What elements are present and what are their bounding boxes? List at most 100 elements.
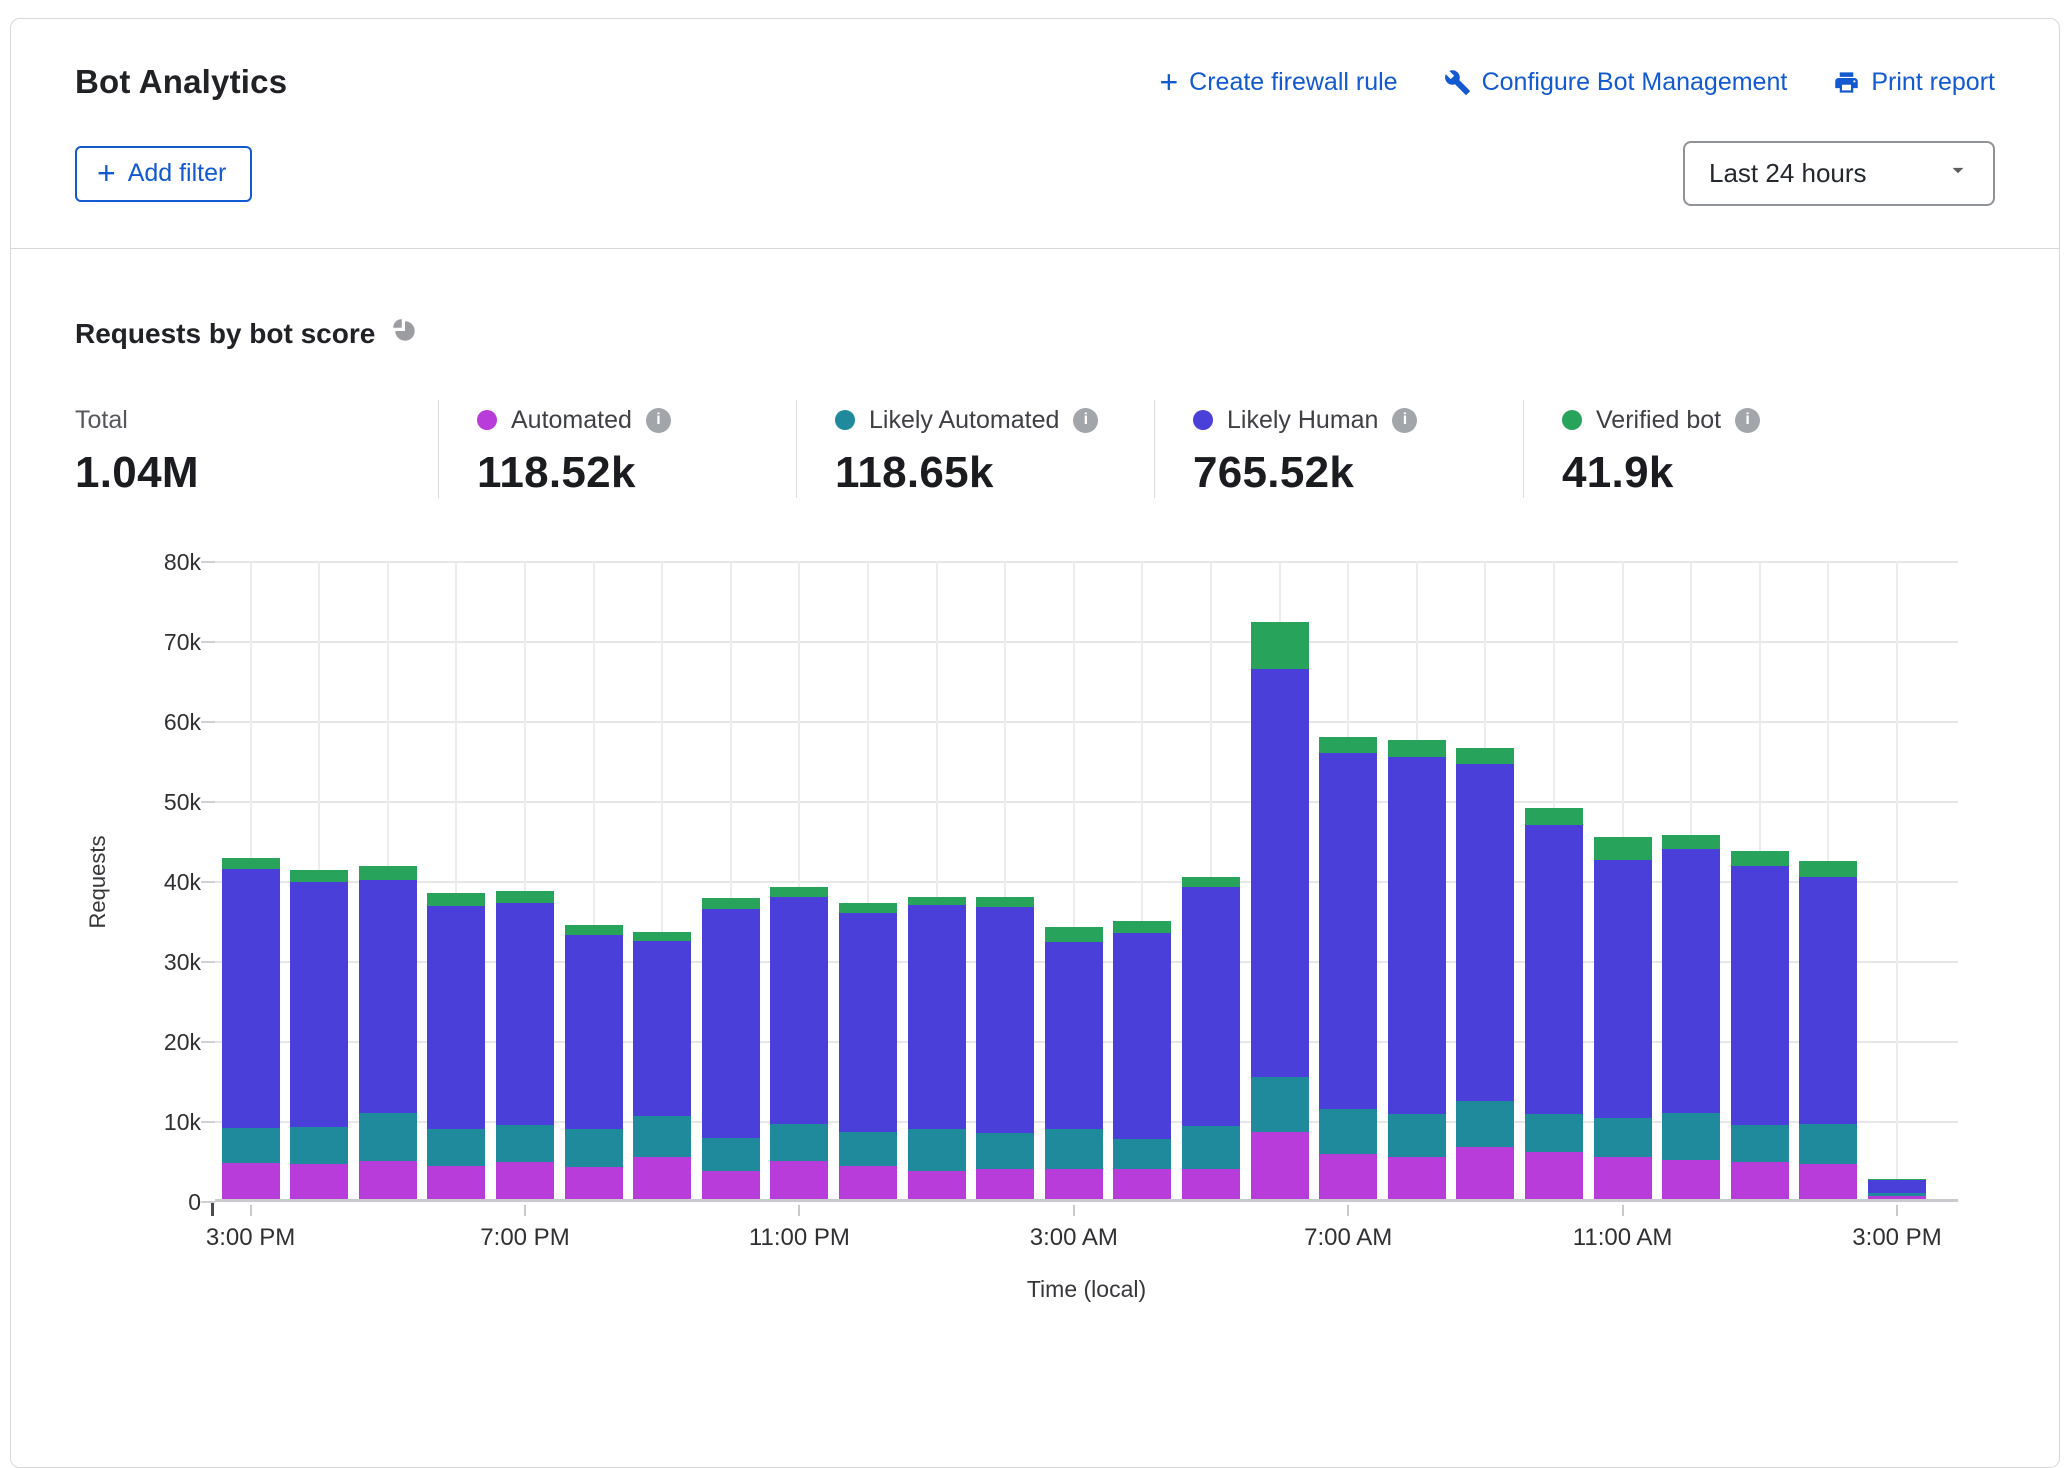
likely-human-segment[interactable] — [1594, 860, 1652, 1118]
verified-bot-segment[interactable] — [1182, 877, 1240, 887]
bar-6-00-am[interactable] — [1251, 622, 1309, 1199]
automated-segment[interactable] — [1113, 1169, 1171, 1199]
automated-segment[interactable] — [290, 1164, 348, 1199]
likely-human-segment[interactable] — [1388, 757, 1446, 1115]
likely-automated-segment[interactable] — [359, 1113, 417, 1161]
bar-6-00-pm[interactable] — [427, 893, 485, 1199]
bar-8-00-pm[interactable] — [565, 925, 623, 1199]
likely-human-segment[interactable] — [427, 906, 485, 1129]
bar-7-00-pm[interactable] — [496, 891, 554, 1199]
automated-segment[interactable] — [359, 1161, 417, 1199]
automated-segment[interactable] — [565, 1167, 623, 1199]
verified-bot-segment[interactable] — [359, 866, 417, 880]
verified-bot-segment[interactable] — [222, 858, 280, 869]
verified-bot-segment[interactable] — [702, 898, 760, 908]
info-icon[interactable]: i — [1073, 408, 1098, 433]
likely-human-segment[interactable] — [290, 882, 348, 1127]
likely-automated-segment[interactable] — [976, 1133, 1034, 1169]
likely-human-segment[interactable] — [1045, 942, 1103, 1129]
likely-automated-segment[interactable] — [908, 1129, 966, 1171]
likely-automated-segment[interactable] — [1456, 1101, 1514, 1147]
likely-automated-segment[interactable] — [1525, 1114, 1583, 1152]
bar-3-00-pm[interactable] — [1868, 1179, 1926, 1199]
verified-bot-segment[interactable] — [1799, 861, 1857, 877]
automated-segment[interactable] — [702, 1171, 760, 1199]
likely-human-segment[interactable] — [1799, 877, 1857, 1124]
bar-1-00-pm[interactable] — [1731, 851, 1789, 1199]
likely-human-segment[interactable] — [908, 905, 966, 1128]
automated-segment[interactable] — [1525, 1152, 1583, 1199]
likely-automated-segment[interactable] — [1045, 1129, 1103, 1169]
automated-segment[interactable] — [1799, 1164, 1857, 1199]
likely-automated-segment[interactable] — [1731, 1125, 1789, 1162]
verified-bot-segment[interactable] — [839, 903, 897, 913]
automated-segment[interactable] — [1731, 1162, 1789, 1199]
likely-automated-segment[interactable] — [1799, 1124, 1857, 1164]
bar-12-00-am[interactable] — [839, 903, 897, 1199]
likely-automated-segment[interactable] — [1113, 1139, 1171, 1169]
verified-bot-segment[interactable] — [1045, 927, 1103, 942]
bar-3-00-pm[interactable] — [222, 858, 280, 1199]
verified-bot-segment[interactable] — [908, 897, 966, 906]
likely-human-segment[interactable] — [770, 897, 828, 1123]
likely-human-segment[interactable] — [976, 907, 1034, 1133]
verified-bot-segment[interactable] — [1662, 835, 1720, 849]
bar-5-00-am[interactable] — [1182, 877, 1240, 1199]
verified-bot-segment[interactable] — [565, 925, 623, 935]
likely-automated-segment[interactable] — [702, 1138, 760, 1171]
likely-human-segment[interactable] — [1113, 933, 1171, 1139]
likely-human-segment[interactable] — [565, 935, 623, 1129]
likely-human-segment[interactable] — [1456, 764, 1514, 1102]
print-report-link[interactable]: Print report — [1833, 68, 1995, 97]
verified-bot-segment[interactable] — [1251, 622, 1309, 669]
likely-human-segment[interactable] — [222, 869, 280, 1127]
bar-2-00-am[interactable] — [976, 897, 1034, 1199]
bar-9-00-am[interactable] — [1456, 748, 1514, 1199]
bar-8-00-am[interactable] — [1388, 740, 1446, 1199]
verified-bot-segment[interactable] — [290, 870, 348, 882]
automated-segment[interactable] — [633, 1157, 691, 1199]
automated-segment[interactable] — [839, 1166, 897, 1199]
bar-3-00-am[interactable] — [1045, 927, 1103, 1199]
automated-segment[interactable] — [1594, 1157, 1652, 1199]
automated-segment[interactable] — [222, 1163, 280, 1199]
likely-automated-segment[interactable] — [290, 1127, 348, 1163]
likely-automated-segment[interactable] — [1251, 1077, 1309, 1131]
bar-1-00-am[interactable] — [908, 897, 966, 1199]
likely-human-segment[interactable] — [1731, 866, 1789, 1125]
likely-automated-segment[interactable] — [222, 1128, 280, 1163]
info-icon[interactable]: i — [1735, 408, 1760, 433]
info-icon[interactable]: i — [646, 408, 671, 433]
automated-segment[interactable] — [1319, 1154, 1377, 1199]
likely-automated-segment[interactable] — [1662, 1113, 1720, 1160]
likely-human-segment[interactable] — [1525, 825, 1583, 1115]
add-filter-button[interactable]: + Add filter — [75, 146, 252, 202]
likely-human-segment[interactable] — [1319, 753, 1377, 1109]
likely-human-segment[interactable] — [496, 903, 554, 1125]
likely-automated-segment[interactable] — [496, 1125, 554, 1162]
likely-automated-segment[interactable] — [1388, 1114, 1446, 1156]
verified-bot-segment[interactable] — [633, 932, 691, 941]
automated-segment[interactable] — [496, 1162, 554, 1199]
likely-human-segment[interactable] — [702, 909, 760, 1139]
likely-automated-segment[interactable] — [1594, 1118, 1652, 1157]
automated-segment[interactable] — [1251, 1132, 1309, 1199]
bar-10-00-am[interactable] — [1525, 808, 1583, 1199]
configure-bot-management-link[interactable]: Configure Bot Management — [1444, 68, 1788, 97]
likely-automated-segment[interactable] — [427, 1129, 485, 1166]
automated-segment[interactable] — [1662, 1160, 1720, 1199]
likely-human-segment[interactable] — [1251, 669, 1309, 1077]
likely-automated-segment[interactable] — [770, 1124, 828, 1162]
automated-segment[interactable] — [908, 1171, 966, 1199]
automated-segment[interactable] — [1868, 1196, 1926, 1199]
likely-human-segment[interactable] — [1868, 1180, 1926, 1193]
likely-automated-segment[interactable] — [1182, 1126, 1240, 1168]
likely-human-segment[interactable] — [1182, 887, 1240, 1126]
verified-bot-segment[interactable] — [976, 897, 1034, 907]
automated-segment[interactable] — [1045, 1169, 1103, 1199]
info-icon[interactable]: i — [1392, 408, 1417, 433]
likely-human-segment[interactable] — [839, 913, 897, 1132]
likely-automated-segment[interactable] — [839, 1132, 897, 1166]
bar-5-00-pm[interactable] — [359, 866, 417, 1199]
time-range-dropdown[interactable]: Last 24 hours — [1683, 141, 1995, 206]
